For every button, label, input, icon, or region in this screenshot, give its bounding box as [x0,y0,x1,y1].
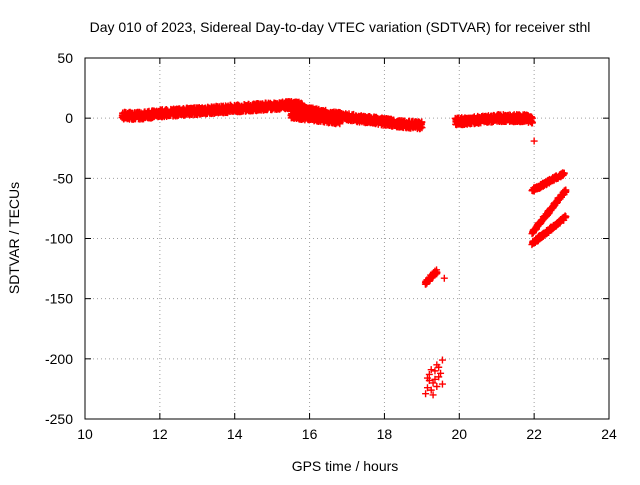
y-tick-label: -100 [45,231,73,247]
y-tick-label: 50 [57,50,73,66]
data-point [427,366,435,374]
data-point [427,386,435,394]
x-tick-label: 22 [526,426,542,442]
data-point [433,383,441,391]
y-tick-label: -50 [53,170,73,186]
data-point [528,118,536,126]
x-tick-label: 18 [377,426,393,442]
data-point [438,380,446,388]
x-tick-label: 24 [601,426,617,442]
data-point [423,384,431,392]
data-point [431,375,439,383]
data-point [425,370,433,378]
y-axis-title: SDTVAR / TECUs [6,182,22,294]
y-tick-label: -250 [45,411,73,427]
data-point [336,120,344,128]
data-point [429,391,437,399]
data-point [418,118,426,126]
data-point [429,379,437,387]
data-layer [118,98,570,399]
chart-title: Day 010 of 2023, Sidereal Day-to-day VTE… [90,19,591,35]
data-point [433,269,441,277]
x-tick-label: 12 [152,426,168,442]
data-point [435,363,443,371]
y-tick-label: -150 [45,291,73,307]
x-tick-label: 10 [77,426,93,442]
x-tick-label: 16 [302,426,318,442]
x-tick-label: 20 [451,426,467,442]
data-point [530,137,538,145]
data-point [423,374,431,382]
data-point [440,274,448,282]
data-point [437,369,445,377]
x-tick-label: 14 [227,426,243,442]
data-point [431,367,439,375]
x-axis-title: GPS time / hours [292,458,399,474]
data-point [422,390,430,398]
data-point [562,187,570,195]
data-point [435,373,443,381]
y-tick-label: -200 [45,351,73,367]
data-point [560,169,568,177]
data-point [562,213,570,221]
data-point [438,356,446,364]
y-tick-label: 0 [65,110,73,126]
tick-layer: 10 12 14 16 18 20 22 24 50 0 -50 -100 -150 -200 -250 [45,50,617,442]
